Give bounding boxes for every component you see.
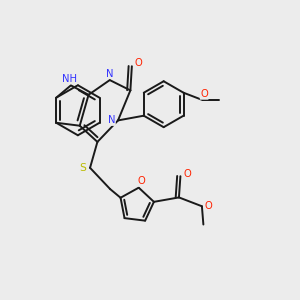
Text: O: O [183,169,191,179]
Text: S: S [79,163,86,173]
Text: O: O [200,89,208,99]
Text: O: O [138,176,146,186]
Text: N: N [106,69,113,79]
Text: NH: NH [62,74,77,84]
Text: N: N [108,116,115,125]
Text: O: O [134,58,142,68]
Text: O: O [205,201,212,211]
